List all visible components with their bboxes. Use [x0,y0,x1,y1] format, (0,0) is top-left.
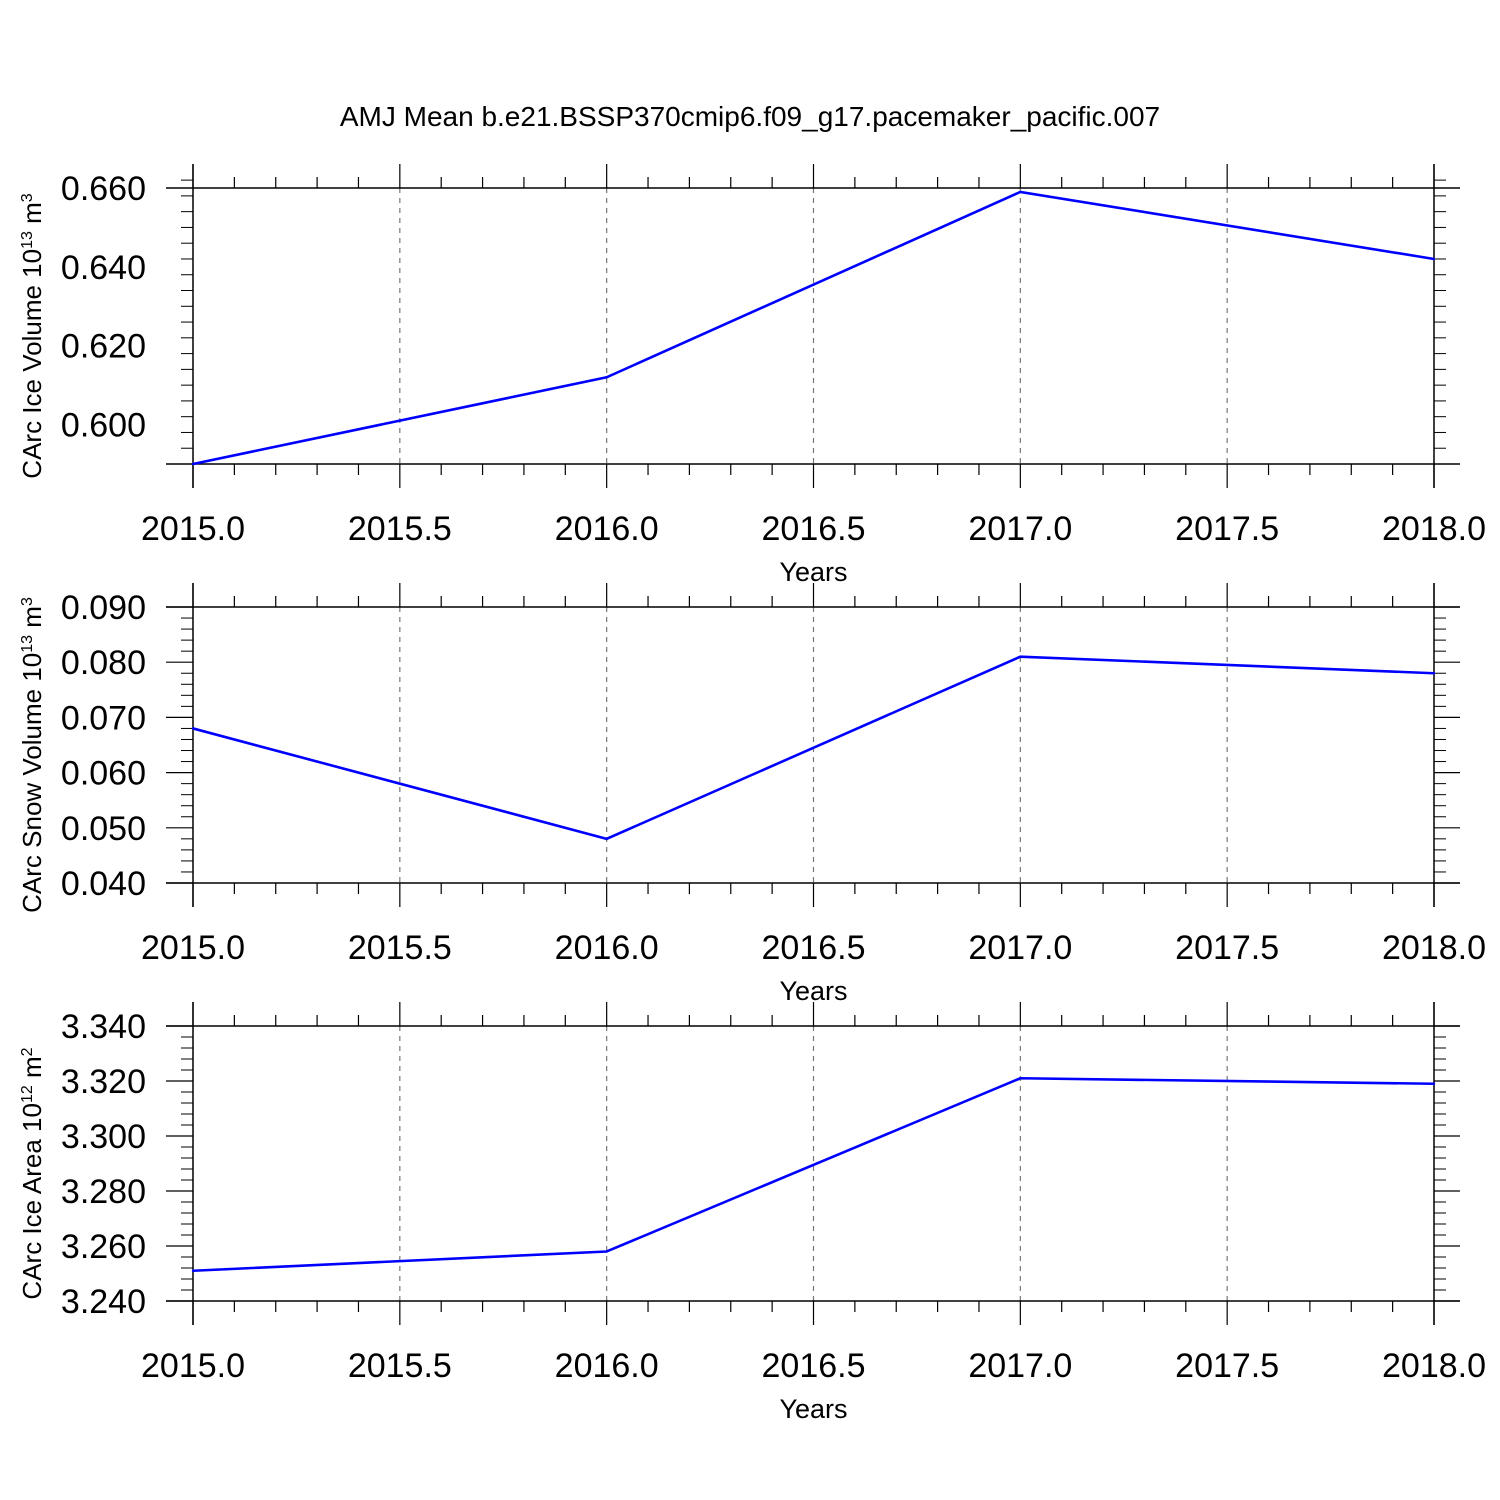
y-axis-title-superscript: 3 [19,597,36,606]
y-tick-label: 3.280 [61,1173,146,1211]
y-tick-label: 3.340 [61,1008,146,1046]
y-axis-title: CArc Snow Volume 1013 m3 [17,597,47,913]
y-tick-label: 0.090 [61,589,146,627]
y-axis-title-text: m [17,606,47,635]
x-tick-label: 2017.5 [1175,1347,1279,1385]
chart-panels: 2015.0 2015.5 2016.0 2016.5 2017.0 2017.5 2018… [17,164,1486,1424]
x-tick-label: 2016.5 [762,1347,866,1385]
y-tick-label: 3.240 [61,1283,146,1321]
y-axis-title: CArc Ice Area 1012 m2 [17,1047,47,1299]
y-axis-title-text: CArc Snow Volume 10 [17,653,47,913]
y-tick-label: 3.260 [61,1228,146,1266]
data-point [1432,672,1436,675]
figure-title: AMJ Mean b.e21.BSSP370cmip6.f09_g17.pace… [340,101,1160,132]
x-tick-label: 2015.5 [348,510,452,548]
y-axis-title-text: CArc Ice Volume 10 [17,249,47,479]
x-axis-title: Years [779,1394,847,1424]
y-axis-title-superscript: 13 [19,231,36,249]
y-tick-label: 0.620 [61,328,146,366]
data-point [1019,1077,1022,1080]
y-axis-title-text: m [17,202,47,231]
x-axis-title: Years [779,557,847,587]
data-point [1019,190,1022,194]
data-point [1019,655,1022,658]
x-tick-label: 2015.0 [141,1347,245,1385]
y-tick-label: 0.060 [61,755,146,793]
data-point [191,1269,195,1272]
y-tick-label: 0.080 [61,644,146,682]
x-tick-label: 2018.0 [1382,929,1486,967]
y-axis-title-text: m [17,1056,47,1085]
x-tick-label: 2016.0 [555,929,659,967]
x-tick-label: 2016.5 [762,510,866,548]
x-tick-label: 2018.0 [1382,1347,1486,1385]
y-tick-label: 0.640 [61,249,146,287]
x-tick-label: 2015.0 [141,510,245,548]
x-tick-label: 2017.0 [968,510,1072,548]
y-tick-label: 0.070 [61,699,146,737]
chart-panel-1: 2015.0 2015.5 2016.0 2016.5 2017.0 2017.5 2018… [17,164,1486,587]
data-point [605,1250,608,1253]
series-line-1 [192,190,1435,466]
chart-panel-2: 2015.0 2015.5 2016.0 2016.5 2017.0 2017.5 2018… [17,583,1486,1006]
y-axis-title-superscript: 12 [19,1085,36,1103]
x-tick-label: 2017.0 [968,1347,1072,1385]
y-axis-title-superscript: 3 [19,193,36,202]
y-tick-label: 3.320 [61,1063,146,1101]
y-tick-label: 0.040 [61,865,146,903]
data-point [605,376,608,379]
data-point [191,727,195,730]
x-axis-title: Years [779,976,847,1006]
x-tick-label: 2017.5 [1175,510,1279,548]
x-tick-label: 2017.0 [968,929,1072,967]
x-tick-label: 2018.0 [1382,510,1486,548]
x-tick-label: 2016.0 [555,510,659,548]
y-tick-label: 3.300 [61,1118,146,1156]
data-point [191,462,195,466]
y-tick-label: 0.050 [61,810,146,848]
y-tick-label: 0.600 [61,407,146,445]
y-axis-title-superscript: 13 [19,635,36,653]
y-axis-title: CArc Ice Volume 1013 m3 [17,193,47,478]
x-tick-label: 2015.0 [141,929,245,967]
y-axis-title-text: CArc Ice Area 10 [17,1103,47,1300]
x-tick-label: 2015.5 [348,929,452,967]
x-tick-label: 2017.5 [1175,929,1279,967]
chart-panel-3: 2015.0 2015.5 2016.0 2016.5 2017.0 2017.5 2018… [17,1002,1486,1424]
series-line-1 [192,1076,1435,1273]
data-point [605,837,608,841]
x-tick-label: 2016.0 [555,1347,659,1385]
y-axis-title-superscript: 2 [19,1047,36,1056]
x-tick-label: 2015.5 [348,1347,452,1385]
data-point [1432,1082,1436,1085]
y-tick-label: 0.660 [61,170,146,208]
data-point [1432,257,1436,261]
x-tick-label: 2016.5 [762,929,866,967]
series-line-1 [192,655,1435,841]
